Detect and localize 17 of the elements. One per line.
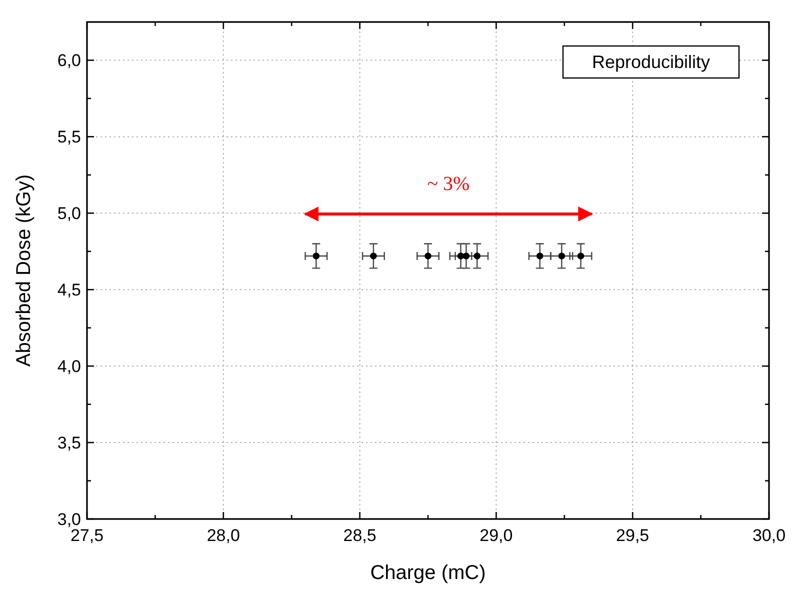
y-axis-title: Absorbed Dose (kGy) [13, 174, 35, 367]
annotation: ~ 3% [427, 172, 470, 195]
x-tick-label: 28,0 [206, 526, 240, 545]
y-tick-label: 4,5 [57, 280, 81, 300]
x-tick-label: 30,0 [752, 526, 786, 545]
y-tick-label: 3,0 [57, 510, 81, 529]
y-tick-label: 5,5 [57, 128, 81, 147]
y-tick-label: 6,0 [57, 51, 81, 70]
y-tick-label: 4,0 [57, 357, 81, 376]
x-tick-label: 29,5 [616, 526, 650, 545]
x-axis-title: Charge (mC) [370, 562, 486, 584]
x-tick-label: 29,0 [480, 526, 513, 545]
x-tick-label: 28,5 [343, 526, 376, 545]
annotation: Reproducibility [592, 52, 710, 72]
y-tick-label: 5,0 [57, 204, 81, 224]
x-tick-label: 27,5 [70, 526, 104, 545]
y-tick-label: 3,5 [57, 434, 81, 453]
